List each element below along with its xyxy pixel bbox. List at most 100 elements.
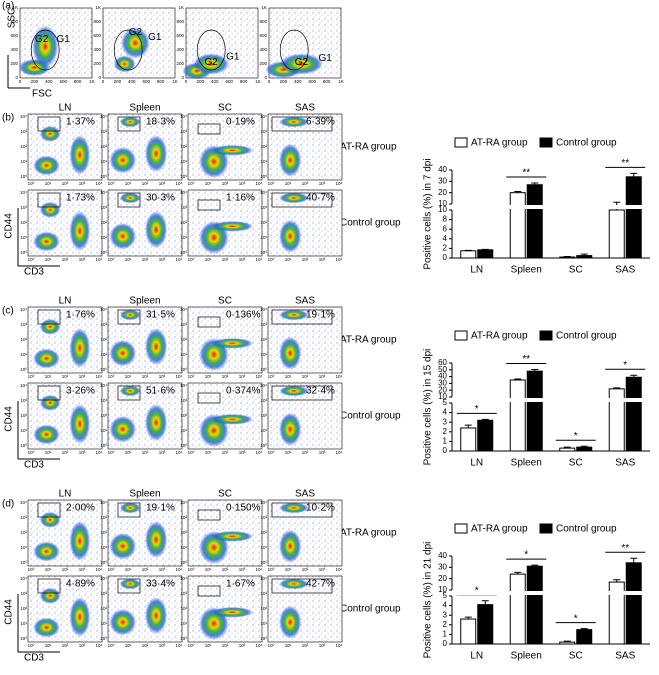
y-tick-label: 10⁴ (260, 383, 267, 388)
x-tick-label: 10⁴ (256, 257, 263, 262)
x-tick-label: 10¹ (45, 374, 52, 379)
x-tick-label: 10² (302, 374, 309, 379)
significance-label: * (574, 431, 578, 442)
y-tick-label: 10² (20, 144, 27, 149)
y-tick-label: 10¹ (260, 352, 267, 357)
x-tick-label: 10² (62, 374, 69, 379)
x-tick-label: 10⁰ (108, 374, 115, 379)
x-tick-label: 10¹ (285, 374, 292, 379)
x-tick-label: 10⁴ (96, 450, 103, 455)
y-tick-label: 10⁴ (20, 383, 27, 388)
x-tick-label: 1K (255, 79, 261, 84)
x-tick-label: 10³ (319, 643, 326, 648)
gate (197, 585, 221, 597)
gate-percent: 1·76% (66, 310, 95, 321)
x-tick-label: 10¹ (205, 643, 212, 648)
density-cloud (119, 309, 141, 321)
gate (117, 309, 141, 325)
legend-label: AT-RA group (471, 524, 528, 535)
x-tick-label: LN (470, 265, 483, 276)
density-cloud (33, 231, 60, 252)
x-tick-label: 10¹ (205, 567, 212, 572)
x-tick-label: 10³ (159, 374, 166, 379)
x-tick-label: 10³ (159, 450, 166, 455)
gate (197, 199, 221, 211)
y-tick-label: 20 (438, 574, 447, 583)
y-tick-label: 10² (20, 606, 27, 611)
x-tick-label: 10⁴ (96, 257, 103, 262)
y-tick-label: 10¹ (180, 159, 187, 164)
y-tick-label: 40 (438, 551, 447, 560)
y-tick-label: 10⁴ (260, 190, 267, 195)
x-tick-label: 10⁰ (188, 181, 195, 186)
x-tick-label: 10³ (239, 181, 246, 186)
x-tick-label: 0 (185, 79, 188, 84)
significance-label: * (475, 585, 479, 596)
y-tick-label: 10³ (260, 515, 267, 520)
density-cloud (279, 143, 302, 177)
x-tick-label: 10¹ (45, 257, 52, 262)
bar (509, 573, 526, 645)
density-cloud (211, 607, 254, 618)
density-cloud (279, 605, 302, 639)
y-tick-label: 10³ (260, 205, 267, 210)
x-tick-label: 10⁴ (96, 374, 103, 379)
y-tick-label: 10⁰ (180, 367, 187, 372)
x-tick-label: 10¹ (45, 450, 52, 455)
x-tick-label: 10² (142, 181, 149, 186)
x-tick-label: 0 (19, 79, 22, 84)
y-tick-label: 10⁴ (20, 190, 27, 195)
y-tick-label: 10³ (180, 591, 187, 596)
y-tick-label: 10¹ (100, 235, 107, 240)
y-tick-label: 10⁰ (260, 174, 267, 179)
y-tick-label: 10⁴ (100, 500, 107, 505)
x-tick-label: 10⁰ (268, 374, 275, 379)
y-tick-label: 0 (98, 75, 101, 80)
y-tick-label: 10⁴ (180, 500, 187, 505)
density-cloud (39, 394, 61, 411)
gate (117, 385, 141, 401)
bar (477, 419, 494, 452)
x-tick-label: 10⁰ (28, 257, 35, 262)
legend-swatch (539, 330, 553, 341)
y-tick-label: 10⁴ (180, 576, 187, 581)
group-label: AT-RA group (340, 335, 397, 346)
x-tick-label: 10³ (159, 257, 166, 262)
legend-label: AT-RA group (471, 331, 528, 342)
density-cloud (279, 529, 302, 563)
y-tick-label: 20 (438, 385, 447, 394)
y-tick-label: 10⁴ (180, 114, 187, 119)
column-label: LN (59, 296, 72, 307)
x-tick-label: 10¹ (285, 643, 292, 648)
x-tick-label: 10⁰ (188, 450, 195, 455)
significance-label: ** (621, 543, 629, 554)
x-tick-label: 10³ (319, 567, 326, 572)
x-tick-label: 10³ (159, 643, 166, 648)
gate-percent: 3·26% (66, 386, 95, 397)
error-bar (514, 378, 522, 380)
x-tick-label: 10¹ (45, 567, 52, 572)
x-tick-label: 10¹ (125, 374, 132, 379)
y-tick-label: 0 (443, 639, 448, 648)
axis-break (451, 398, 649, 402)
gate-percent: 1·73% (66, 193, 95, 204)
gate (117, 192, 141, 208)
y-tick-label: 600 (259, 33, 267, 38)
bar (526, 565, 543, 645)
y-tick-label: 10² (20, 413, 27, 418)
y-tick-label: 1K (12, 5, 18, 10)
y-tick-label: 10¹ (260, 428, 267, 433)
legend-swatch (539, 523, 553, 534)
density-cloud (279, 309, 309, 321)
y-tick-label: 10⁰ (100, 636, 107, 641)
y-tick-label: 10⁰ (180, 636, 187, 641)
y-tick-label: 10² (260, 530, 267, 535)
y-tick-label: 10² (20, 530, 27, 535)
y-tick-label: 10² (100, 606, 107, 611)
gate-percent: 51·6% (146, 386, 175, 397)
y-tick-label: 10¹ (260, 159, 267, 164)
y-tick-label: 10² (180, 337, 187, 342)
y-tick-label: 10⁰ (20, 174, 27, 179)
x-tick-label: 200 (114, 79, 122, 84)
density-cloud (211, 221, 254, 232)
